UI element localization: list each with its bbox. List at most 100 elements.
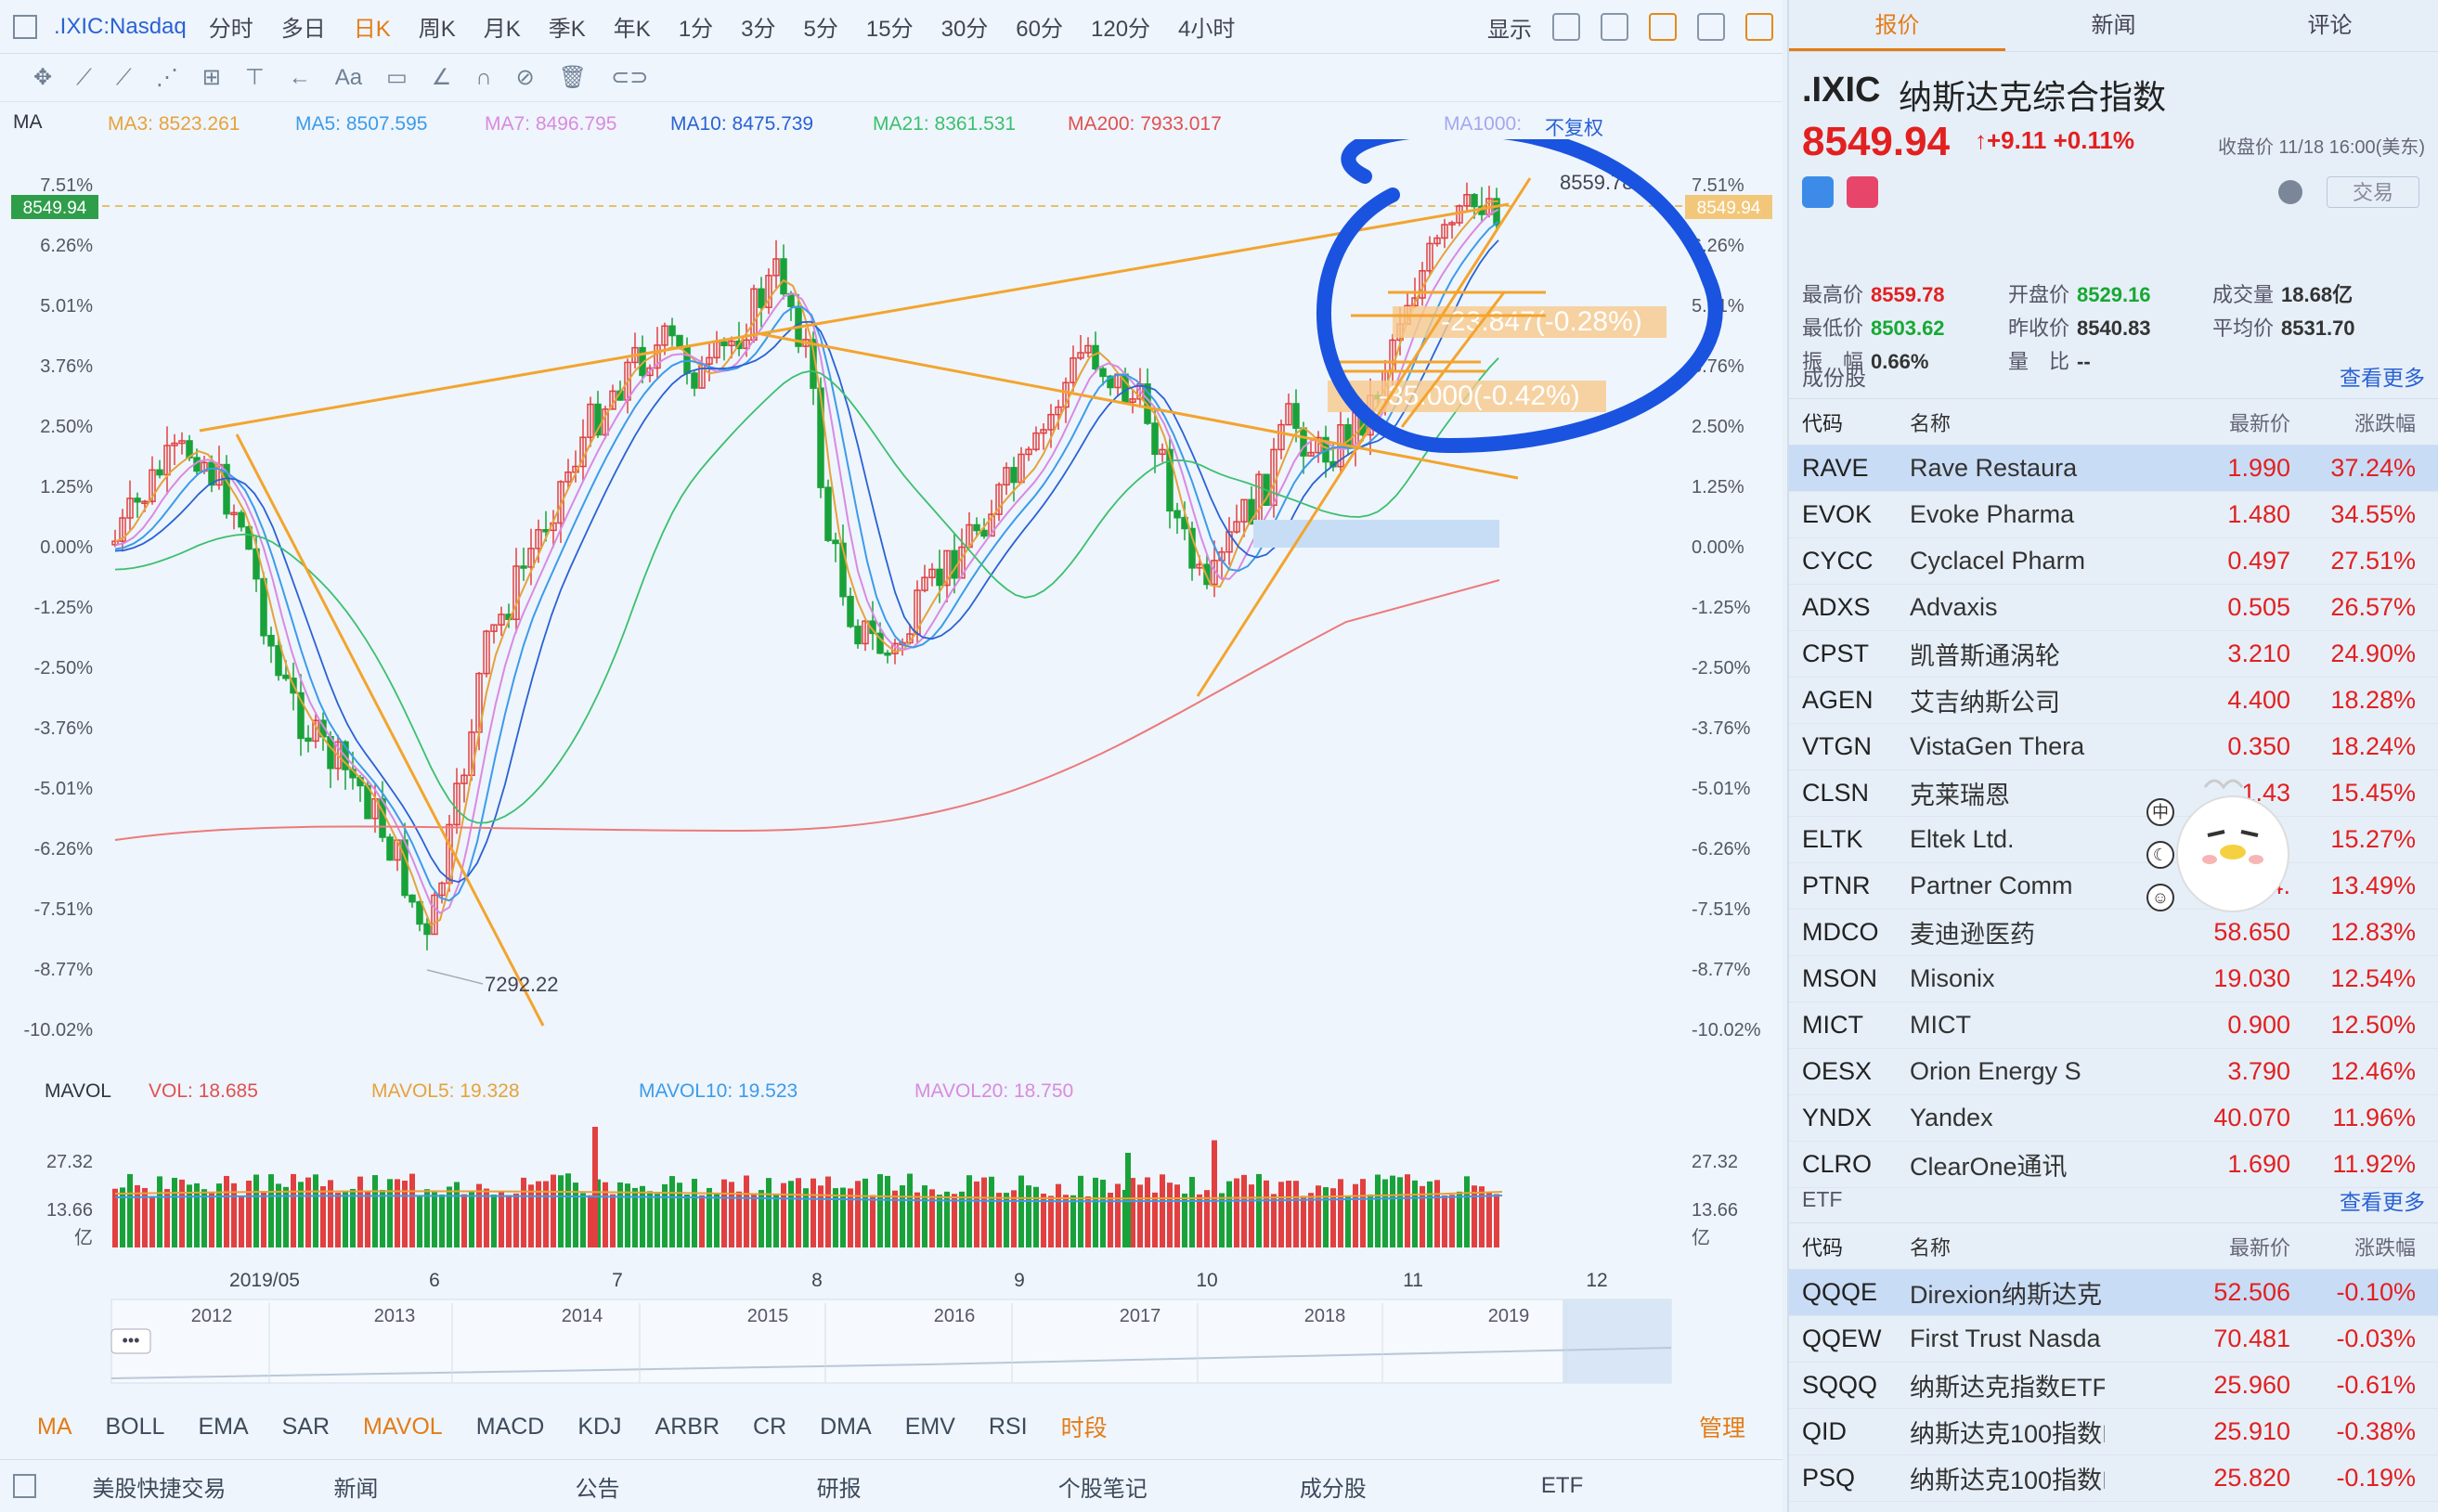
indicator-tab-5[interactable]: MACD [475,1413,545,1440]
indicator-tab-7[interactable]: ARBR [655,1413,720,1440]
components-row[interactable]: MSON Misonix 19.030 12.54% [1789,956,2438,1002]
time-axis-navigator[interactable]: 2019/05 6 7 8 9 10 11 12 ••• 2012 2013 2014 2015 2016… [0,1262,1783,1402]
layout-icon[interactable] [13,14,37,39]
bottom-tab-3[interactable]: 研报 [816,1476,862,1502]
components-more-link[interactable]: 查看更多 [2340,365,2425,390]
draw-tool-4-icon[interactable]: ⊞ [201,65,221,90]
indicator-tab-0[interactable]: MA [37,1413,72,1440]
bottom-tab-4[interactable]: 个股笔记 [1057,1476,1148,1502]
period-14[interactable]: 4小时 [1178,17,1236,42]
side-icon-0[interactable]: 中 [2146,798,2174,826]
etf-row[interactable]: QQEW First Trust Nasda 70.481 -0.03% [1789,1316,2438,1363]
draw-tool-1-icon[interactable]: ⟋ [76,64,92,90]
mavol-label[interactable]: MAVOL [45,1080,111,1102]
navigator-handle[interactable] [110,1328,151,1354]
side-icon-1[interactable]: ☾ [2146,841,2174,869]
period-9[interactable]: 5分 [803,17,838,42]
bottom-tab-5[interactable]: 成分股 [1299,1476,1367,1502]
period-13[interactable]: 120分 [1091,17,1151,42]
indicator-tab-1[interactable]: BOLL [105,1413,165,1440]
components-row[interactable]: CLSN 克莱瑞恩 1.43 15.45% [1789,770,2438,817]
draw-tool-2-icon[interactable]: ⟋ [115,64,132,90]
manage-link[interactable]: 管理 [1698,1415,1745,1441]
draw-tool-3-icon[interactable]: ⋰ [155,65,178,90]
trade-button[interactable]: 交易 [2327,176,2419,208]
etf-row[interactable]: SQQQ 纳斯达克指数ETF- 25.960 -0.61% [1789,1363,2438,1409]
indicator-tab-9[interactable]: DMA [820,1413,872,1440]
etf-row[interactable]: PSQ 纳斯达克100指数I 25.820 -0.19% [1789,1455,2438,1502]
draw-tool-10-icon[interactable]: ∩ [475,64,492,90]
draw-tool-0-icon[interactable]: ✥ [33,65,53,90]
draw-tool-9-icon[interactable]: ∠ [431,65,452,90]
etf-col-1[interactable]: 名称 [1910,1235,1952,1260]
period-8[interactable]: 3分 [741,17,776,42]
components-row[interactable]: CYCC Cyclacel Pharm 0.497 27.51% [1789,538,2438,585]
bottom-tab-0[interactable]: 美股快捷交易 [92,1476,227,1502]
components-row[interactable]: CLRO ClearOne通讯 1.690 11.92% [1789,1142,2438,1188]
components-row[interactable]: AGEN 艾吉纳斯公司 4.400 18.28% [1789,678,2438,724]
indicator-tab-8[interactable]: CR [753,1413,787,1440]
period-6[interactable]: 年K [613,17,651,42]
period-5[interactable]: 季K [548,17,586,42]
components-row[interactable]: ADXS Advaxis 0.505 26.57% [1789,585,2438,631]
pencil-icon[interactable] [1649,13,1677,41]
navigator-window[interactable] [1563,1299,1671,1383]
volume-chart[interactable]: 27.32 27.32 13.66 13.66 亿 亿 [0,1114,1783,1262]
navigator-track[interactable] [110,1299,1672,1384]
candlestick-chart[interactable]: 7.51% 7.51%6.26% 6.26%5.01% 5.01%3.76% 3.76%… [0,139,1783,1072]
collapse-icon[interactable] [13,1474,37,1498]
checkbox-icon[interactable] [1552,13,1580,41]
period-3[interactable]: 周K [418,17,456,42]
bottom-tab-1[interactable]: 新闻 [333,1476,379,1502]
components-row[interactable]: OESX Orion Energy S 3.790 12.46% [1789,1049,2438,1095]
indicator-tab-12[interactable]: 时段 [1060,1415,1108,1441]
side-icon-2[interactable]: ☺ [2146,884,2174,911]
draw-tool-6-icon[interactable]: ← [288,64,311,90]
period-1[interactable]: 多日 [280,17,326,42]
quote-tab-0[interactable]: 报价 [1789,0,2005,51]
draw-tool-5-icon[interactable]: ⊤ [244,65,265,90]
draw-tool-13-icon[interactable]: ⊂⊃ [611,65,649,90]
bell-icon[interactable] [2278,180,2302,204]
components-row[interactable]: VTGN VistaGen Thera 0.350 18.24% [1789,724,2438,770]
indicator-tab-2[interactable]: EMA [198,1413,249,1440]
draw-tool-11-icon[interactable]: ⊘ [515,65,535,90]
indicator-tab-6[interactable]: KDJ [577,1413,622,1440]
components-row[interactable]: RAVE Rave Restaura 1.990 37.24% [1789,446,2438,492]
heart-icon[interactable] [1847,176,1878,208]
camera-icon[interactable] [1601,13,1628,41]
trend-lines[interactable] [199,177,1546,1027]
period-10[interactable]: 15分 [865,17,914,42]
etf-row[interactable]: QID 纳斯达克100指数I 25.910 -0.38% [1789,1409,2438,1455]
panel-toggle-icon[interactable] [1745,13,1773,41]
bottom-tab-6[interactable]: ETF [1540,1473,1584,1498]
period-0[interactable]: 分时 [208,17,253,42]
period-11[interactable]: 30分 [940,17,989,42]
components-row[interactable]: YNDX Yandex 40.070 11.96% [1789,1095,2438,1142]
indicator-tab-4[interactable]: MAVOL [363,1413,443,1440]
components-col-1[interactable]: 名称 [1910,411,1952,435]
bottom-tab-2[interactable]: 公告 [575,1476,620,1502]
period-2[interactable]: 日K [353,17,391,42]
fullscreen-icon[interactable] [1697,13,1725,41]
quote-tab-2[interactable]: 评论 [2307,13,2353,38]
indicator-tab-10[interactable]: EMV [904,1413,955,1440]
indicator-tab-11[interactable]: RSI [988,1413,1028,1440]
etf-row[interactable]: QQQE Direxion纳斯达克 52.506 -0.10% [1789,1270,2438,1316]
draw-tool-7-icon[interactable]: Aa [334,64,363,90]
components-col-3[interactable]: 涨跌幅 [2354,411,2416,435]
symbol-label[interactable]: .IXIC:Nasdaq [54,13,187,39]
period-12[interactable]: 60分 [1016,17,1063,42]
etf-col-2[interactable]: 最新价 [2228,1235,2290,1260]
display-dropdown[interactable]: 显示 [1487,17,1532,43]
quote-tab-1[interactable]: 新闻 [2091,13,2136,38]
etf-col-3[interactable]: 涨跌幅 [2354,1235,2416,1260]
components-row[interactable]: CPST 凯普斯通涡轮 3.210 24.90% [1789,631,2438,678]
etf-more-link[interactable]: 查看更多 [2340,1189,2425,1214]
ma-label[interactable]: MA [13,111,43,133]
components-row[interactable]: MDCO 麦迪逊医药 58.650 12.83% [1789,910,2438,956]
period-4[interactable]: 月K [483,17,521,42]
components-col-2[interactable]: 最新价 [2228,411,2290,435]
